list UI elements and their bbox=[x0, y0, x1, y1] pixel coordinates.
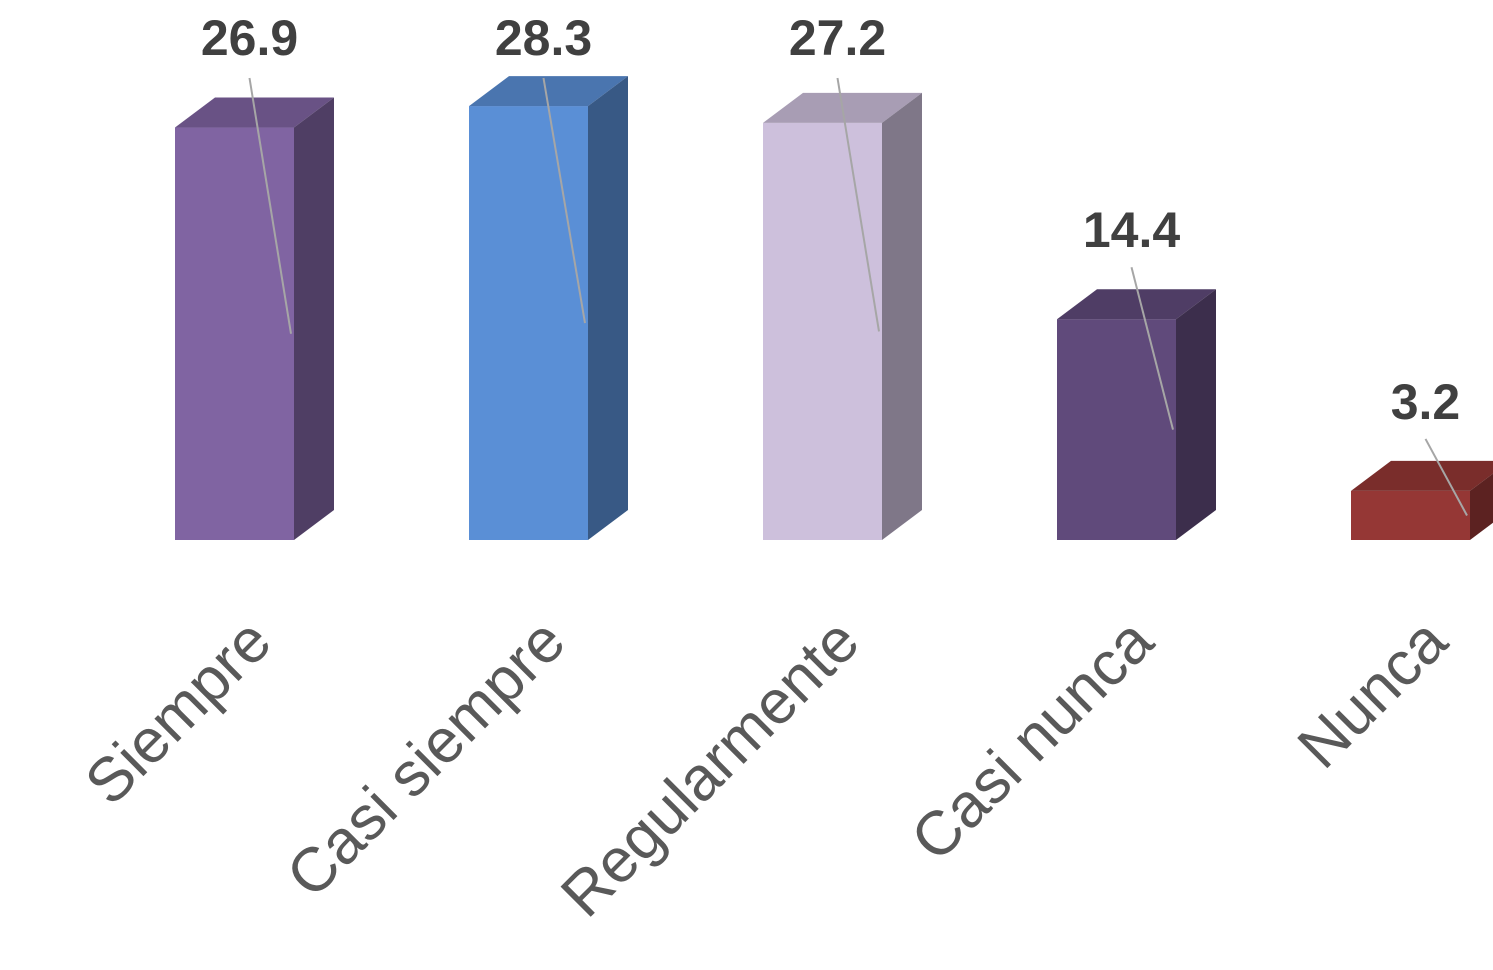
bar-top-face bbox=[469, 76, 628, 107]
bar-top-face bbox=[1351, 460, 1493, 491]
data-label: 28.3 bbox=[495, 10, 592, 66]
bar-side-face bbox=[882, 92, 922, 540]
bar-side-face bbox=[588, 76, 628, 541]
bar-front-face bbox=[175, 127, 294, 541]
bar bbox=[1057, 289, 1216, 540]
data-label-leader-line bbox=[1424, 438, 1468, 516]
x-tick-label: Regularmente bbox=[548, 606, 872, 930]
bar-front-face bbox=[1351, 490, 1470, 540]
bar-side-face bbox=[1176, 289, 1216, 540]
bar bbox=[763, 92, 922, 540]
x-tick-label: Casi nunca bbox=[898, 606, 1166, 874]
bars bbox=[175, 76, 1493, 541]
data-label-leader-line bbox=[836, 77, 880, 332]
bar bbox=[1351, 460, 1493, 540]
bar-front-face bbox=[1057, 319, 1176, 540]
bar-top-face bbox=[1057, 289, 1216, 320]
x-tick-label: Casi siempre bbox=[274, 606, 579, 911]
data-label-leader-line bbox=[248, 77, 292, 334]
x-tick-label: Siempre bbox=[72, 606, 284, 818]
bar-side-face bbox=[1470, 473, 1493, 540]
data-labels: 26.9 28.3 27.2 14.4 3.2 bbox=[201, 10, 1468, 516]
data-label: 26.9 bbox=[201, 10, 298, 66]
data-label: 27.2 bbox=[789, 10, 886, 66]
data-label-leader-line bbox=[542, 77, 586, 324]
bar-front-face bbox=[469, 106, 588, 541]
x-tick-label: Nunca bbox=[1285, 606, 1461, 782]
bar bbox=[469, 76, 628, 541]
bar-side-face bbox=[294, 97, 334, 541]
bar bbox=[175, 97, 334, 541]
data-label: 14.4 bbox=[1083, 202, 1181, 258]
bar-front-face bbox=[763, 122, 882, 540]
data-label-leader-line bbox=[1130, 266, 1174, 430]
data-label: 3.2 bbox=[1391, 374, 1461, 430]
